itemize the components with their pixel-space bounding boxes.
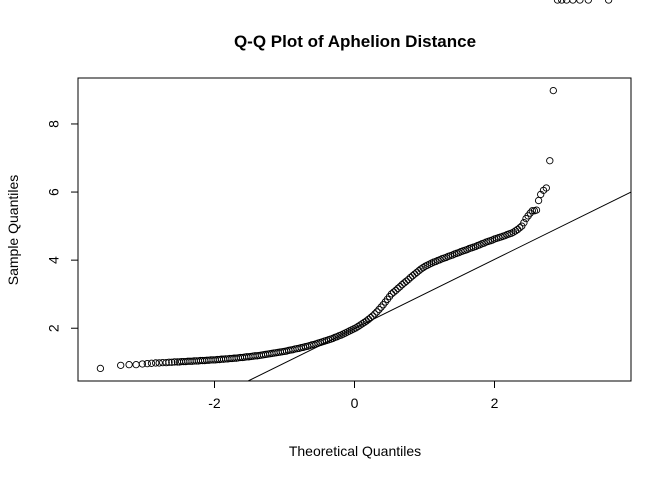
data-point (375, 305, 383, 314)
reference-line (247, 191, 631, 381)
data-point (366, 314, 375, 322)
data-point (394, 284, 402, 293)
data-point (553, 0, 562, 4)
y-tick-label: 6 (46, 188, 62, 196)
data-point (528, 207, 536, 215)
y-tick-label: 4 (46, 256, 62, 264)
data-point (534, 196, 543, 205)
y-tick-label: 2 (46, 324, 62, 332)
data-point (411, 270, 419, 278)
data-point (419, 263, 427, 272)
plot-area-border (77, 77, 632, 382)
x-tick-label: -2 (208, 395, 221, 411)
data-point (402, 277, 410, 285)
data-point (520, 219, 528, 227)
data-point (532, 206, 541, 214)
points-group (96, 0, 613, 373)
data-point (138, 360, 147, 368)
chart-title: Q-Q Plot of Aphelion Distance (234, 32, 476, 51)
data-point (373, 308, 381, 316)
data-point (371, 310, 379, 318)
data-point (369, 312, 377, 320)
data-point (147, 359, 156, 367)
x-axis: -2 0 2 (208, 380, 499, 411)
data-point (155, 359, 163, 367)
data-point (576, 0, 584, 4)
x-axis-label: Theoretical Quantiles (289, 443, 421, 459)
data-point (413, 268, 421, 277)
data-point (604, 0, 613, 4)
data-point (170, 358, 179, 366)
y-axis-label: Sample Quantiles (5, 175, 21, 286)
reference-line-group (247, 191, 631, 381)
data-point (408, 272, 417, 280)
data-point (526, 209, 534, 217)
data-point (562, 0, 571, 4)
data-point (400, 279, 408, 287)
y-axis: 2 4 6 8 (46, 120, 79, 332)
data-point (516, 224, 524, 232)
data-point (569, 0, 577, 4)
data-point (546, 157, 554, 165)
data-point (132, 361, 140, 369)
data-point (392, 286, 400, 295)
data-point (165, 358, 173, 366)
data-point (143, 359, 151, 368)
data-point (162, 358, 170, 367)
data-point (549, 86, 557, 95)
y-tick-label: 8 (46, 120, 62, 128)
data-point (558, 0, 566, 4)
data-point (542, 184, 550, 192)
x-tick-label: 0 (351, 395, 359, 411)
data-point (377, 303, 385, 311)
x-tick-label: 2 (491, 395, 499, 411)
data-point (125, 361, 133, 369)
data-point (404, 275, 413, 284)
data-point (584, 0, 592, 4)
data-point (396, 283, 404, 291)
data-point (117, 361, 125, 369)
data-point (390, 288, 398, 296)
data-point (96, 364, 105, 373)
data-point (168, 358, 176, 366)
data-point (152, 359, 160, 367)
